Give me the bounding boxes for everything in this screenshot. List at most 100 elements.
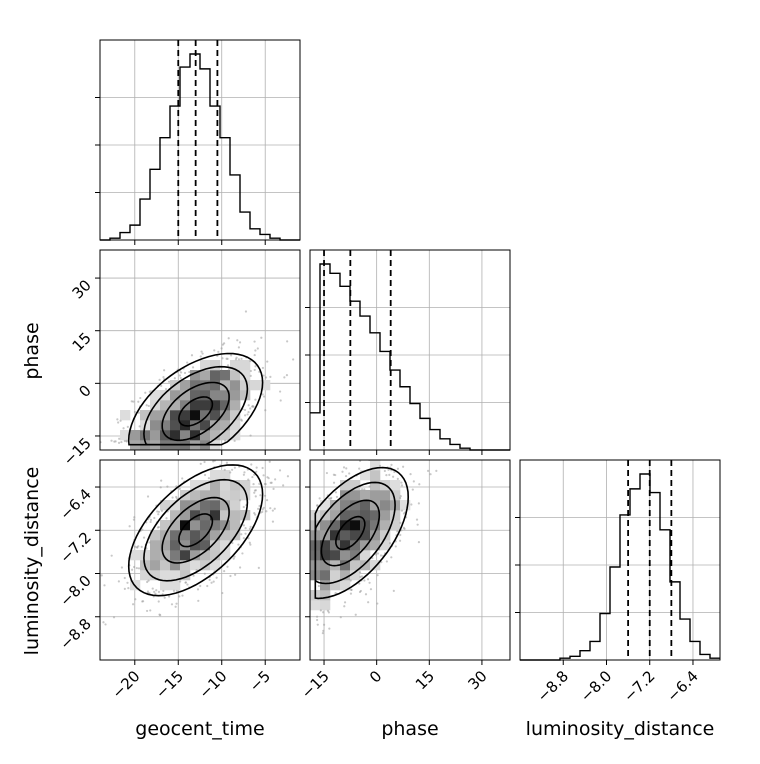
density-cell [170, 580, 181, 591]
sample-point [236, 339, 239, 342]
density-cell [370, 480, 381, 491]
density-cell [150, 530, 161, 541]
density-cell [380, 490, 391, 501]
sample-point [212, 580, 215, 583]
density-cell [150, 540, 161, 551]
sample-point [131, 568, 134, 571]
sample-point [392, 475, 395, 478]
sample-point [410, 503, 413, 506]
sample-point [376, 574, 379, 577]
sample-point [252, 483, 255, 486]
sample-point [191, 366, 195, 369]
density-cell [340, 480, 351, 491]
density-cell [140, 430, 151, 441]
density-cell [360, 560, 371, 571]
density-cell [370, 490, 381, 501]
density-cell [160, 500, 171, 511]
density-cell [160, 420, 171, 431]
histogram-step-line [100, 53, 300, 241]
sample-point [104, 623, 107, 626]
sample-point [322, 611, 325, 614]
sample-point [147, 579, 150, 582]
sample-point [180, 371, 183, 374]
sample-point [123, 587, 126, 590]
density-cell [360, 500, 371, 511]
sample-point [203, 473, 207, 477]
density-cell [230, 360, 241, 371]
sample-point [141, 528, 144, 531]
density-cell [320, 550, 331, 561]
sample-point [358, 582, 361, 585]
sample-point [123, 439, 126, 443]
sample-point [378, 464, 382, 467]
sample-point [137, 411, 140, 414]
density-cell [190, 500, 201, 511]
sample-point [345, 467, 348, 470]
sample-point [249, 525, 252, 528]
sample-point [236, 452, 238, 454]
sample-point [257, 507, 260, 510]
sample-point [317, 584, 320, 588]
sample-point [286, 340, 289, 343]
sample-point [110, 554, 113, 557]
sample-point [135, 546, 139, 549]
sample-point [237, 346, 240, 349]
density-cell [150, 390, 161, 401]
sample-point [253, 353, 256, 357]
sample-point [221, 591, 224, 595]
sample-point [253, 512, 256, 515]
sample-point [363, 488, 366, 491]
sample-point [173, 377, 176, 380]
sample-point [254, 398, 257, 401]
sample-point [144, 391, 147, 394]
density-cell [210, 480, 221, 491]
density-cell [200, 560, 211, 571]
sample-point [181, 594, 184, 597]
sample-point [225, 461, 229, 464]
sample-point [178, 595, 181, 598]
density-cell [190, 430, 201, 441]
sample-point [200, 350, 203, 353]
density-cell [370, 460, 381, 471]
sample-point [267, 477, 270, 480]
panel-frame [519, 459, 721, 661]
density-cell [170, 560, 181, 571]
density-cell [320, 580, 331, 591]
panel-content [310, 460, 438, 635]
sample-point [183, 371, 187, 375]
sample-point [123, 576, 126, 580]
sample-point [126, 425, 129, 428]
density-cell [340, 580, 351, 591]
sample-point [326, 609, 330, 612]
sample-point [179, 376, 182, 380]
sample-point [160, 479, 163, 482]
sample-point [160, 509, 164, 512]
density-cell [210, 530, 221, 541]
sample-point [157, 510, 161, 513]
sample-point [396, 467, 400, 470]
sample-point [120, 440, 123, 444]
sample-point [261, 366, 265, 370]
sample-point [137, 400, 140, 403]
sample-point [279, 399, 282, 402]
y-axis-label-luminosity-distance: luminosity_distance [21, 467, 43, 656]
sample-point [224, 439, 227, 442]
density-cell [210, 500, 221, 511]
sample-point [244, 310, 248, 313]
sample-point [261, 508, 264, 511]
sample-point [261, 510, 264, 513]
density-cell [220, 490, 231, 501]
sample-point [230, 354, 233, 357]
sample-point [383, 469, 386, 473]
sample-point [145, 609, 149, 613]
sample-point [322, 629, 325, 632]
sample-point [409, 473, 412, 476]
density-cell [180, 500, 191, 511]
sample-point [120, 566, 124, 569]
density-cell [210, 420, 221, 431]
density-cell [350, 500, 361, 511]
sample-point [166, 485, 169, 488]
density-cell [350, 510, 361, 521]
hist-panel-geocent-time [95, 39, 301, 245]
sample-point [197, 599, 200, 602]
